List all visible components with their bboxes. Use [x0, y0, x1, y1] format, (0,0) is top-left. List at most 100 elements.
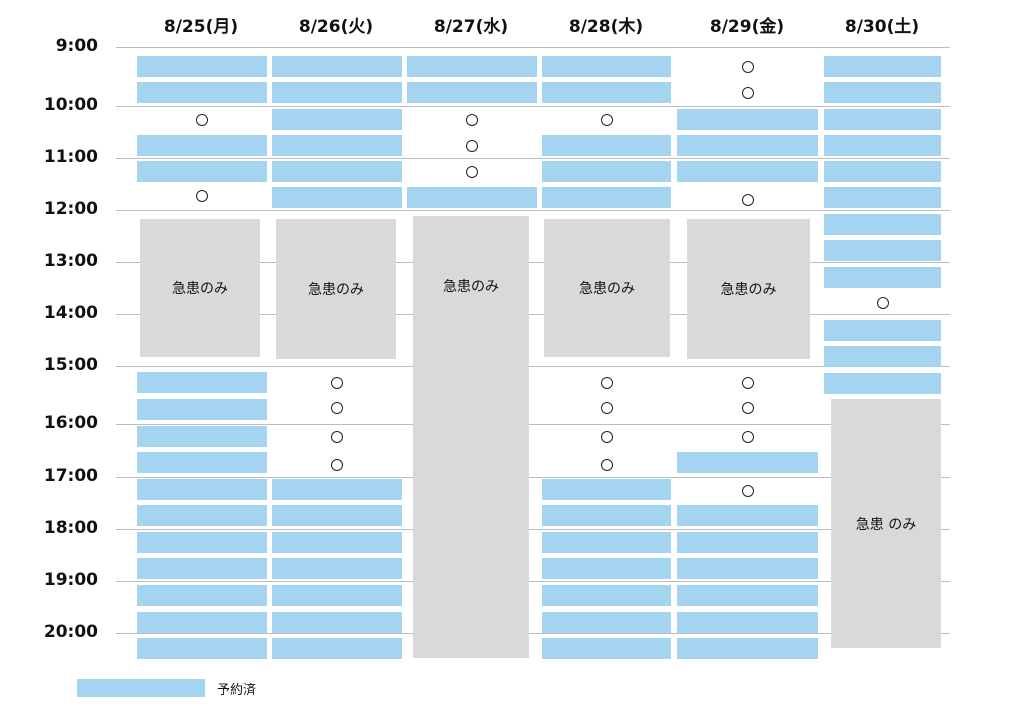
available-circle-icon: [466, 139, 478, 152]
available-circle-icon: [741, 401, 754, 414]
booked-slot: [542, 56, 671, 77]
hour-gridline: [116, 581, 950, 582]
hour-gridline: [116, 262, 950, 263]
available-slot[interactable]: [677, 397, 818, 418]
booked-slot: [824, 161, 941, 182]
available-slot[interactable]: [407, 109, 537, 130]
available-slot[interactable]: [677, 56, 818, 77]
available-circle-icon: [331, 376, 343, 389]
available-circle-icon: [196, 189, 208, 202]
booked-slot: [137, 585, 267, 606]
available-slot[interactable]: [272, 397, 402, 418]
available-slot[interactable]: [677, 372, 818, 393]
available-circle-icon: [741, 60, 754, 73]
booked-slot: [137, 161, 267, 182]
booked-slot: [824, 135, 941, 156]
booked-slot: [137, 558, 267, 579]
hour-gridline: [116, 210, 950, 211]
time-label: 10:00: [43, 95, 98, 115]
legend-label: 予約済: [217, 682, 257, 698]
closed-label: 急患のみ: [443, 279, 499, 295]
booked-slot: [407, 82, 537, 103]
booked-slot: [272, 612, 402, 633]
available-circle-icon: [741, 376, 754, 389]
available-slot[interactable]: [407, 161, 537, 182]
available-slot[interactable]: [272, 454, 402, 475]
booked-slot: [272, 532, 402, 553]
closed-label: 急患のみ: [720, 282, 777, 298]
booked-slot: [137, 479, 267, 500]
available-slot[interactable]: [542, 426, 671, 447]
available-slot[interactable]: [137, 185, 267, 206]
available-slot[interactable]: [542, 454, 671, 475]
booked-slot: [137, 452, 267, 473]
booked-slot: [542, 558, 671, 579]
booked-slot: [542, 505, 671, 526]
booked-slot: [824, 82, 941, 103]
booked-slot: [677, 638, 818, 659]
booked-slot: [137, 135, 267, 156]
available-slot[interactable]: [677, 189, 818, 210]
booked-slot: [677, 612, 818, 633]
available-slot[interactable]: [677, 82, 818, 103]
booked-slot: [542, 479, 671, 500]
booked-slot: [137, 532, 267, 553]
booked-slot: [824, 346, 941, 367]
hour-gridline: [116, 158, 950, 159]
closed-block-0829: 急患のみ: [687, 219, 810, 359]
booked-slot: [137, 612, 267, 633]
day-header-0828: 8/28(木): [568, 17, 644, 37]
booked-slot: [677, 585, 818, 606]
day-header-0830: 8/30(土): [844, 17, 920, 37]
available-slot[interactable]: [137, 109, 267, 130]
hour-gridline: [116, 529, 950, 530]
booked-slot: [272, 135, 402, 156]
hour-gridline: [116, 314, 950, 315]
available-slot[interactable]: [542, 372, 671, 393]
closed-label: 急患のみ: [172, 281, 228, 297]
available-slot[interactable]: [542, 397, 671, 418]
day-header-0829: 8/29(金): [709, 17, 785, 37]
booked-slot: [137, 372, 267, 393]
available-circle-icon: [741, 430, 754, 443]
time-label: 12:00: [43, 199, 98, 219]
booked-slot: [542, 585, 671, 606]
available-circle-icon: [600, 376, 613, 389]
booked-slot: [137, 56, 267, 77]
hour-gridline: [116, 477, 950, 478]
available-circle-icon: [741, 193, 754, 206]
booked-slot: [824, 187, 941, 208]
available-slot[interactable]: [824, 292, 941, 313]
available-circle-icon: [600, 430, 613, 443]
booked-slot: [824, 320, 941, 341]
time-label: 17:00: [43, 466, 98, 486]
closed-block-0825: 急患のみ: [140, 219, 260, 357]
booked-slot: [677, 135, 818, 156]
booked-slot: [272, 505, 402, 526]
available-slot[interactable]: [272, 372, 402, 393]
booked-slot: [137, 399, 267, 420]
booked-slot: [824, 267, 941, 288]
available-circle-icon: [600, 458, 613, 471]
legend-booked-swatch: [77, 679, 205, 697]
time-label: 16:00: [43, 413, 98, 433]
available-slot[interactable]: [542, 109, 671, 130]
hour-gridline: [116, 106, 950, 107]
day-header-0827: 8/27(水): [433, 17, 509, 37]
available-circle-icon: [331, 430, 343, 443]
booked-slot: [272, 56, 402, 77]
legend: 予約済: [77, 679, 257, 698]
booked-slot: [407, 56, 537, 77]
booked-slot: [677, 452, 818, 473]
available-slot[interactable]: [407, 135, 537, 156]
time-label: 14:00: [43, 303, 98, 323]
time-label: 18:00: [43, 518, 98, 538]
available-slot[interactable]: [272, 426, 402, 447]
available-slot[interactable]: [677, 480, 818, 501]
booked-slot: [542, 187, 671, 208]
available-slot[interactable]: [677, 426, 818, 447]
closed-block-0827: 急患のみ: [413, 216, 529, 658]
booked-slot: [677, 109, 818, 130]
booked-slot: [824, 109, 941, 130]
booked-slot: [542, 82, 671, 103]
